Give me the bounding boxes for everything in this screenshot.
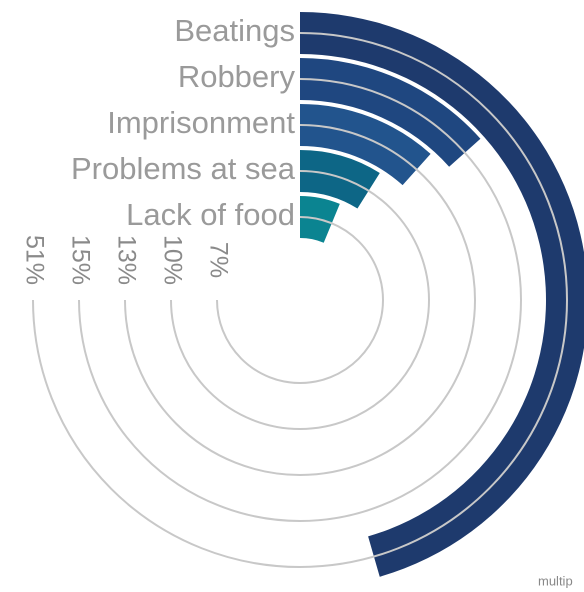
ring — [78, 78, 522, 522]
value-label: 7% — [204, 242, 232, 278]
ring — [170, 170, 430, 430]
category-label: Robbery — [178, 59, 296, 94]
ring — [124, 124, 476, 476]
value-label: 10% — [158, 235, 186, 285]
value-label: 13% — [112, 235, 140, 285]
bar — [300, 104, 431, 186]
category-label: Beatings — [174, 13, 295, 48]
category-label: Imprisonment — [107, 105, 295, 140]
category-label: Problems at sea — [71, 151, 296, 186]
ring — [32, 32, 568, 568]
bar — [300, 150, 380, 209]
ring — [216, 216, 384, 384]
note: multip — [538, 573, 573, 588]
category-label: Lack of food — [126, 197, 295, 232]
bar — [300, 12, 584, 577]
value-label: 15% — [66, 235, 94, 285]
bar — [300, 58, 481, 167]
value-label: 51% — [20, 235, 48, 285]
